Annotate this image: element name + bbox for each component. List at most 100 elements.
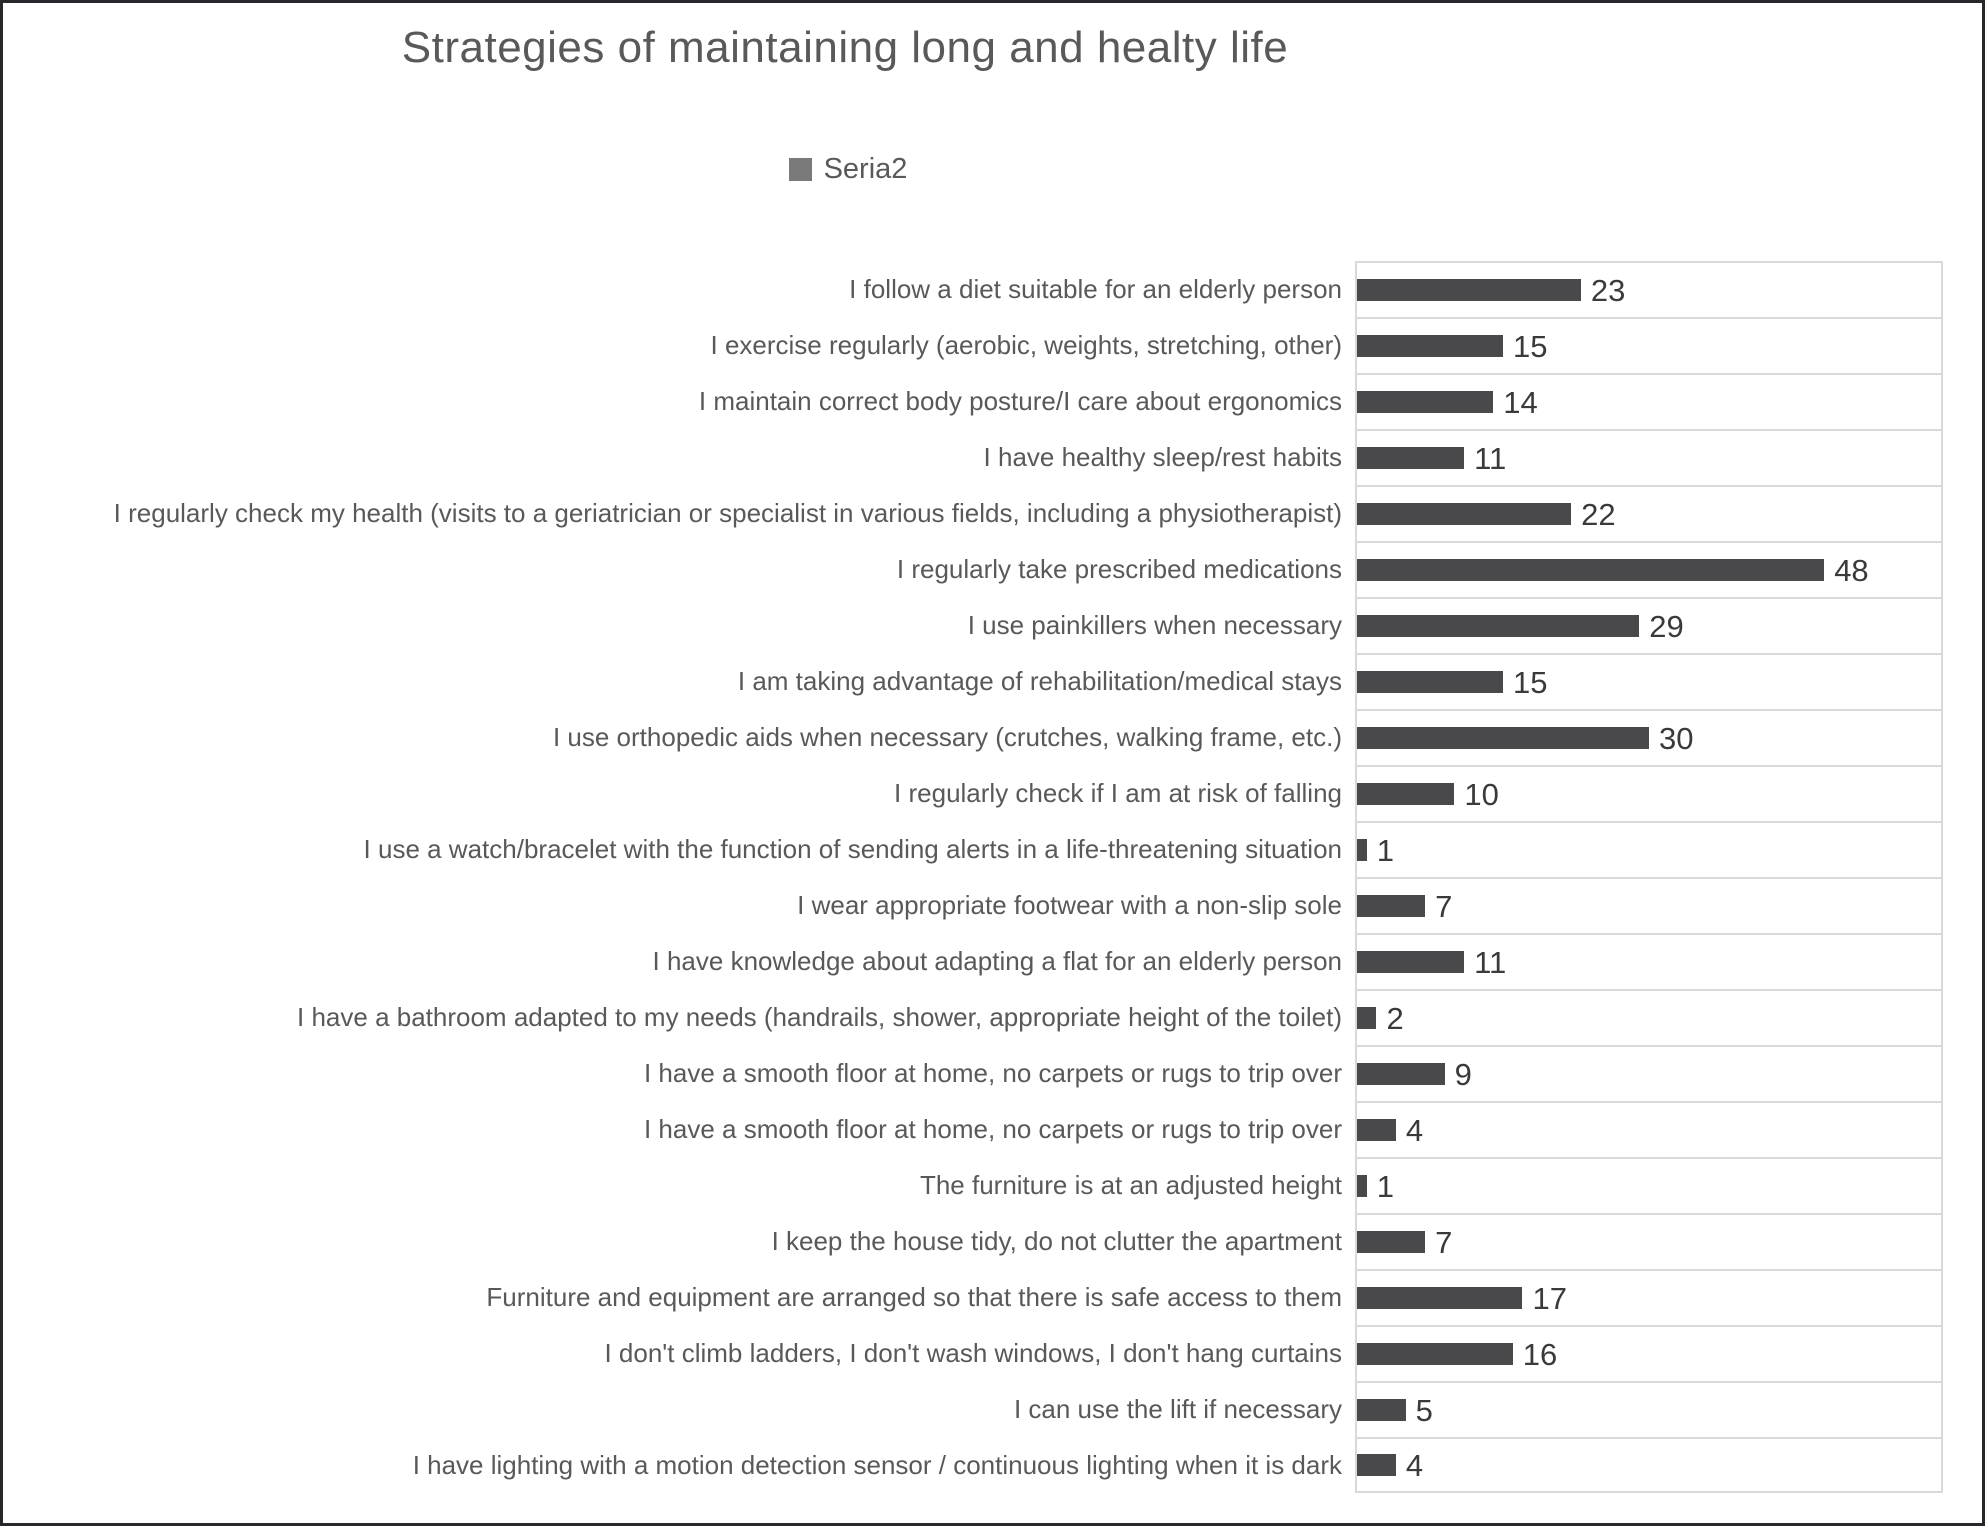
category-label: I have lighting with a motion detection …	[412, 1449, 1342, 1480]
bar-row: I can use the lift if necessary 5	[3, 1381, 1943, 1437]
plot-cell: 23	[1355, 261, 1943, 317]
bar-value: 4	[1405, 1447, 1424, 1483]
category-label: I can use the lift if necessary	[1013, 1393, 1342, 1424]
plot-cell: 1	[1355, 821, 1943, 877]
bar	[1357, 1454, 1396, 1476]
bar-value: 14	[1503, 384, 1538, 420]
category-label: I use a watch/bracelet with the function…	[363, 833, 1342, 864]
plot-cell: 9	[1355, 1045, 1943, 1101]
bar	[1357, 895, 1426, 917]
bar-value: 15	[1513, 328, 1548, 364]
plot-cell: 10	[1355, 765, 1943, 821]
bar-value: 1	[1376, 832, 1394, 868]
legend-label: Seria2	[823, 153, 908, 185]
chart-title: Strategies of maintaining long and healt…	[401, 23, 1289, 72]
plot-cell: 4	[1355, 1101, 1943, 1157]
category-label: I don't climb ladders, I don't wash wind…	[604, 1337, 1342, 1368]
bar	[1357, 1007, 1377, 1029]
bar-row: I have knowledge about adapting a flat f…	[3, 933, 1943, 989]
bar	[1357, 447, 1465, 469]
category-label: I have healthy sleep/rest habits	[983, 441, 1342, 472]
bar-row: I use orthopedic aids when necessary (cr…	[3, 709, 1943, 765]
bar	[1357, 391, 1494, 413]
bar	[1357, 503, 1572, 525]
bar	[1357, 1231, 1426, 1253]
legend-marker-icon	[788, 158, 812, 181]
bar	[1357, 1119, 1396, 1141]
bar-row: I maintain correct body posture/I care a…	[3, 373, 1943, 429]
bar-row: I regularly check if I am at risk of fal…	[3, 765, 1943, 821]
bar-row: I follow a diet suitable for an elderly …	[3, 261, 1943, 317]
bar-row: I am taking advantage of rehabilitation/…	[3, 653, 1943, 709]
bar	[1357, 279, 1581, 301]
bar-value: 5	[1415, 1392, 1433, 1428]
bar-value: 1	[1376, 1168, 1394, 1204]
category-label: I regularly take prescribed medications	[896, 553, 1342, 584]
bar-row: I use painkillers when necessary 29	[3, 597, 1943, 653]
bar	[1357, 783, 1455, 805]
plot-cell: 1	[1355, 1157, 1943, 1213]
plot-cell: 15	[1355, 653, 1943, 709]
category-label: The furniture is at an adjusted height	[919, 1169, 1342, 1200]
bar	[1357, 335, 1503, 357]
bar-row: I have a smooth floor at home, no carpet…	[3, 1045, 1943, 1101]
plot-cell: 4	[1355, 1437, 1943, 1493]
plot-cell: 11	[1355, 429, 1943, 485]
plot-cell: 7	[1355, 877, 1943, 933]
category-label: I keep the house tidy, do not clutter th…	[771, 1225, 1342, 1256]
bar	[1357, 615, 1640, 637]
bar-row: I regularly check my health (visits to a…	[3, 485, 1943, 541]
bar-value: 11	[1474, 944, 1507, 980]
category-label: I use orthopedic aids when necessary (cr…	[552, 721, 1342, 752]
bar-value: 9	[1454, 1056, 1472, 1092]
chart-legend: Seria2	[3, 153, 1693, 186]
bar-row: Furniture and equipment are arranged so …	[3, 1269, 1943, 1325]
category-label: I maintain correct body posture/I care a…	[698, 385, 1342, 416]
bar-value: 48	[1834, 552, 1869, 588]
bar	[1357, 1399, 1406, 1421]
plot-cell: 17	[1355, 1269, 1943, 1325]
bar-row: I have a bathroom adapted to my needs (h…	[3, 989, 1943, 1045]
plot-cell: 22	[1355, 485, 1943, 541]
bar-row: I keep the house tidy, do not clutter th…	[3, 1213, 1943, 1269]
category-label: I have a smooth floor at home, no carpet…	[643, 1057, 1342, 1088]
bar-value: 11	[1474, 440, 1507, 476]
bar	[1357, 671, 1503, 693]
category-label: Furniture and equipment are arranged so …	[486, 1281, 1342, 1312]
bar-value: 10	[1464, 776, 1499, 812]
bar	[1357, 1287, 1523, 1309]
bar-value: 17	[1532, 1280, 1567, 1316]
plot-cell: 2	[1355, 989, 1943, 1045]
bar-row: I exercise regularly (aerobic, weights, …	[3, 317, 1943, 373]
bar-value: 29	[1649, 608, 1684, 644]
bar-row: I have lighting with a motion detection …	[3, 1437, 1943, 1493]
category-label: I exercise regularly (aerobic, weights, …	[710, 329, 1343, 360]
plot-cell: 30	[1355, 709, 1943, 765]
bar-value: 16	[1522, 1336, 1558, 1372]
bar	[1357, 1175, 1367, 1197]
plot-cell: 16	[1355, 1325, 1943, 1381]
category-label: I follow a diet suitable for an elderly …	[849, 273, 1342, 304]
bar-row: I have a smooth floor at home, no carpet…	[3, 1101, 1943, 1157]
bar-value: 22	[1581, 496, 1616, 532]
bar	[1357, 1063, 1445, 1085]
plot-cell: 11	[1355, 933, 1943, 989]
bar-value: 4	[1405, 1112, 1424, 1148]
category-label: I wear appropriate footwear with a non-s…	[797, 889, 1342, 920]
category-label: I have a smooth floor at home, no carpet…	[643, 1113, 1342, 1144]
category-label: I have a bathroom adapted to my needs (h…	[297, 1001, 1342, 1032]
bar	[1357, 559, 1825, 581]
bar-row: I don't climb ladders, I don't wash wind…	[3, 1325, 1943, 1381]
category-label: I have knowledge about adapting a flat f…	[652, 945, 1342, 976]
plot-cell: 5	[1355, 1381, 1943, 1437]
bar	[1357, 727, 1649, 749]
bar-value: 7	[1435, 888, 1453, 924]
bar-row: I use a watch/bracelet with the function…	[3, 821, 1943, 877]
plot-cell: 14	[1355, 373, 1943, 429]
bar	[1357, 1343, 1513, 1365]
bar-row: I have healthy sleep/rest habits 11	[3, 429, 1943, 485]
bar	[1357, 839, 1367, 861]
plot-cell: 29	[1355, 597, 1943, 653]
bar-row: The furniture is at an adjusted height 1	[3, 1157, 1943, 1213]
plot-cell: 7	[1355, 1213, 1943, 1269]
